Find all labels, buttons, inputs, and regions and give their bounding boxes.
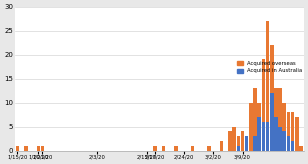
Bar <box>237 146 240 151</box>
Bar <box>253 136 257 151</box>
Bar <box>257 117 261 151</box>
Bar <box>16 146 19 151</box>
Bar <box>257 103 261 151</box>
Bar <box>241 132 244 151</box>
Bar <box>299 146 303 151</box>
Bar <box>208 146 211 151</box>
Bar <box>287 136 290 151</box>
Bar <box>270 45 274 151</box>
Bar <box>174 146 178 151</box>
Bar <box>37 146 40 151</box>
Bar <box>266 21 269 151</box>
Bar <box>253 88 257 151</box>
Bar <box>153 146 157 151</box>
Bar <box>291 141 294 151</box>
Bar <box>261 122 265 151</box>
Bar <box>282 103 286 151</box>
Bar <box>278 127 282 151</box>
Bar <box>270 93 274 151</box>
Bar <box>274 88 278 151</box>
Bar <box>287 112 290 151</box>
Bar <box>249 103 253 151</box>
Bar <box>295 117 298 151</box>
Bar <box>228 132 232 151</box>
Bar <box>191 146 194 151</box>
Bar <box>162 146 165 151</box>
Bar <box>24 146 28 151</box>
Legend: Acquired overseas, Acquired in Australia: Acquired overseas, Acquired in Australia <box>235 59 304 76</box>
Bar <box>274 117 278 151</box>
Bar <box>245 136 249 151</box>
Bar <box>266 122 269 151</box>
Bar <box>237 136 240 151</box>
Bar <box>291 112 294 151</box>
Bar <box>220 141 224 151</box>
Bar <box>261 60 265 151</box>
Bar <box>282 132 286 151</box>
Bar <box>41 146 44 151</box>
Bar <box>245 141 249 151</box>
Bar <box>233 127 236 151</box>
Bar <box>278 88 282 151</box>
